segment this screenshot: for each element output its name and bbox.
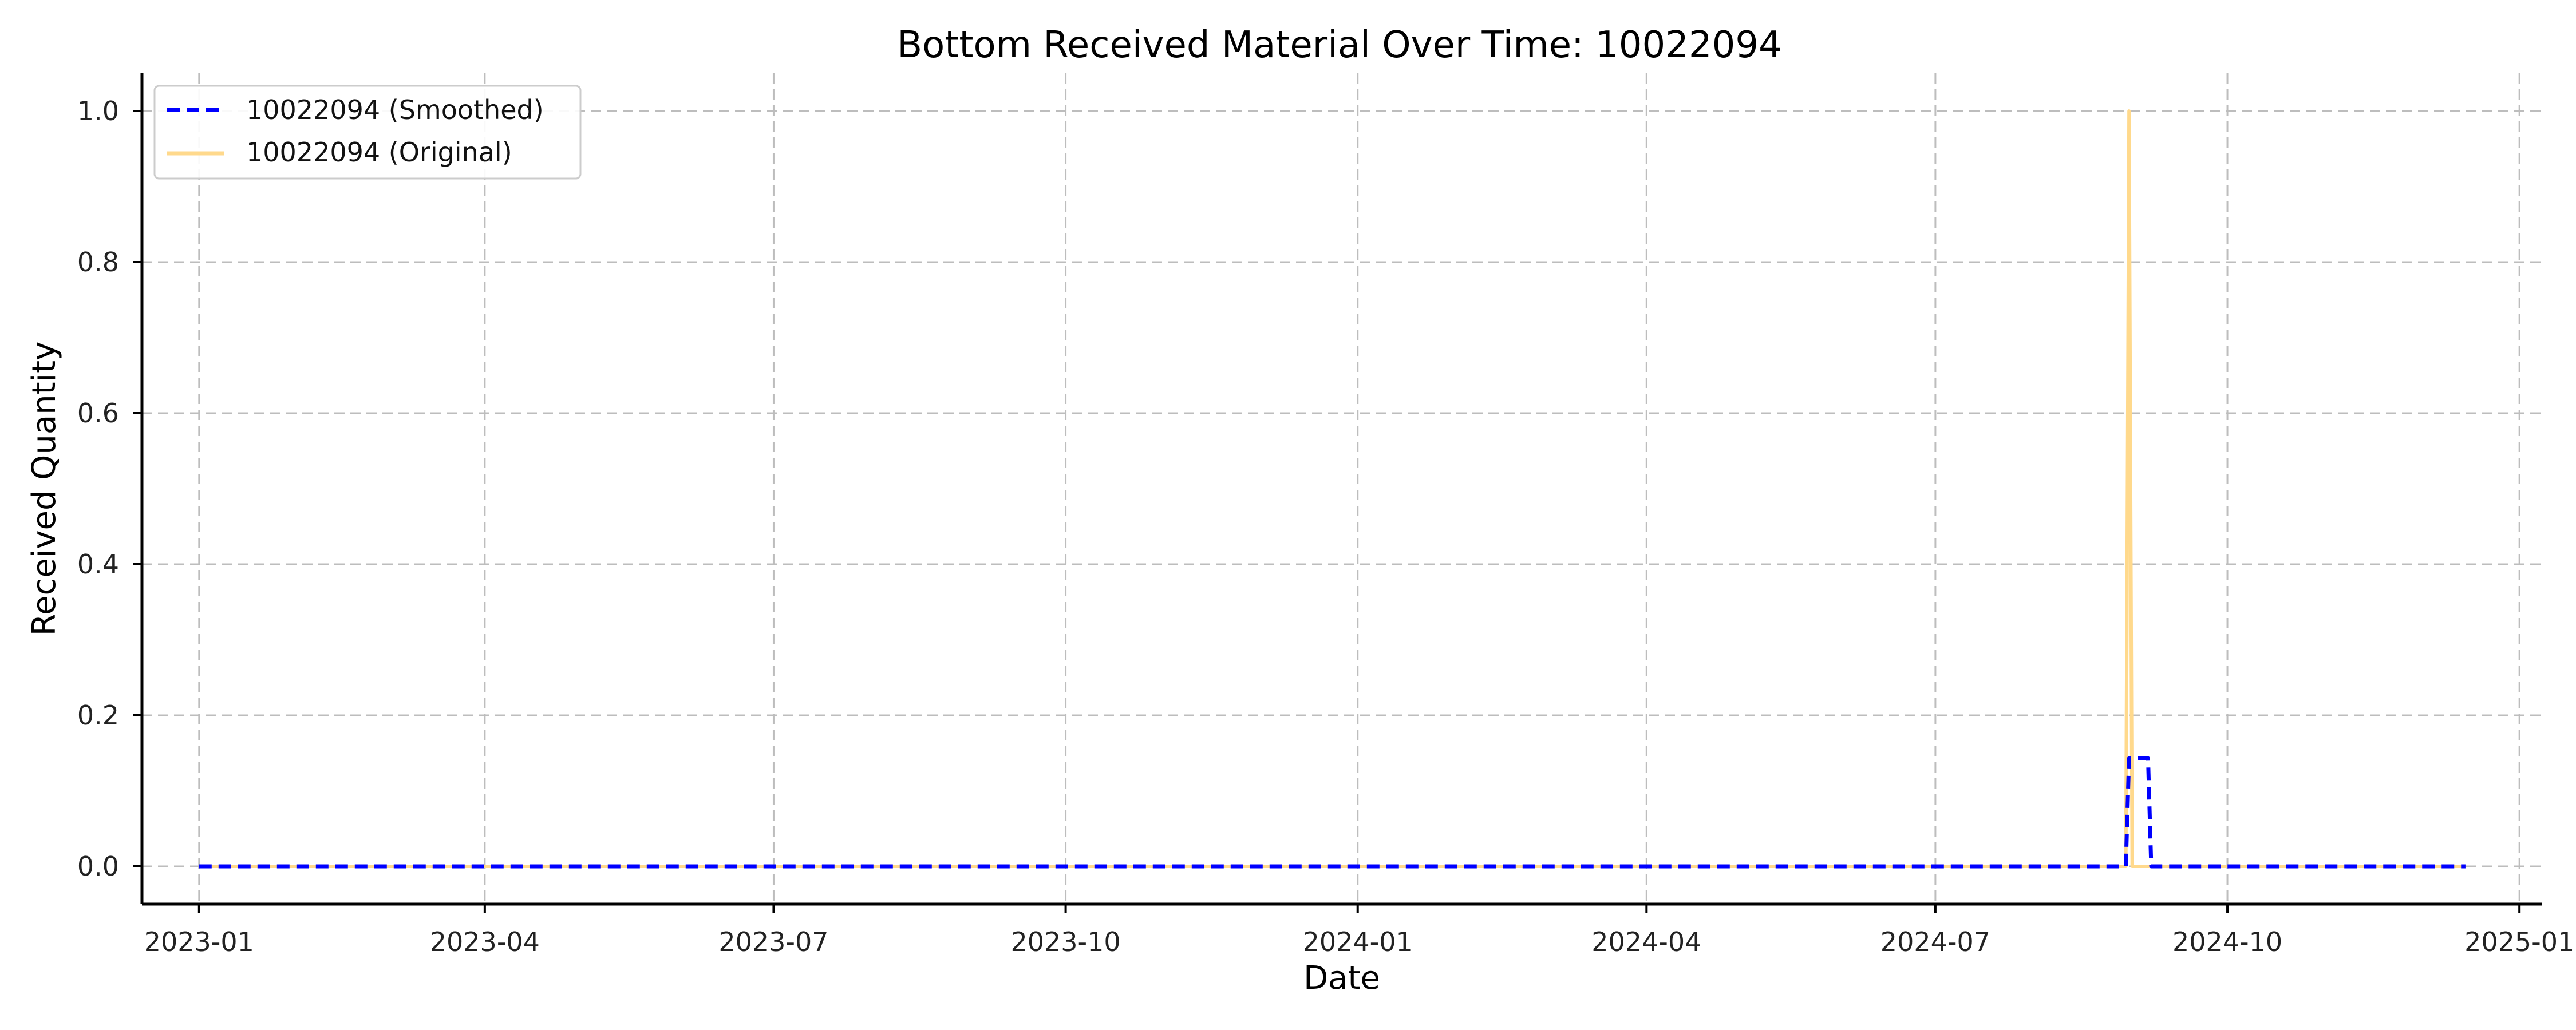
legend: 10022094 (Smoothed) 10022094 (Original)	[153, 85, 582, 180]
chart-title: Bottom Received Material Over Time: 1002…	[897, 24, 1782, 66]
x-axis-ticks: 2023-01 2023-04 2023-07 2023-10 2024-01 2024-…	[144, 904, 2574, 957]
x-tick-label: 2024-07	[1880, 926, 1990, 957]
x-axis-label: Date	[1303, 960, 1380, 997]
legend-label-smoothed: 10022094 (Smoothed)	[246, 94, 544, 125]
series-line-original	[199, 109, 2466, 868]
grid	[142, 73, 2542, 904]
y-tick-label: 1.0	[77, 96, 119, 126]
y-tick-label: 0.0	[77, 851, 119, 882]
x-tick-label: 2024-01	[1303, 926, 1413, 957]
x-tick-label: 2024-10	[2172, 926, 2282, 957]
legend-label-original: 10022094 (Original)	[246, 137, 512, 168]
x-tick-label: 2024-04	[1591, 926, 1701, 957]
y-tick-label: 0.6	[77, 398, 119, 429]
plot-area	[199, 109, 2466, 869]
x-tick-label: 2025-01	[2464, 926, 2574, 957]
y-tick-label: 0.2	[77, 700, 119, 731]
x-tick-label: 2023-07	[718, 926, 828, 957]
legend-box	[153, 85, 582, 180]
x-tick-label: 2023-01	[144, 926, 254, 957]
y-tick-label: 0.4	[77, 549, 119, 580]
series-line-smoothed	[199, 756, 2466, 869]
y-axis-ticks: 0.0 0.2 0.4 0.6 0.8 1.0	[77, 96, 142, 882]
y-axis-label: Received Quantity	[26, 342, 63, 636]
x-tick-label: 2023-10	[1010, 926, 1120, 957]
y-tick-label: 0.8	[77, 247, 119, 278]
x-tick-label: 2023-04	[430, 926, 540, 957]
